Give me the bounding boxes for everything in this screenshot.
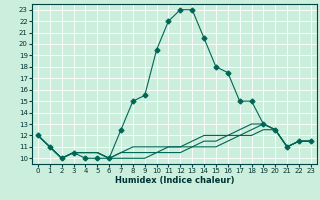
X-axis label: Humidex (Indice chaleur): Humidex (Indice chaleur) [115, 176, 234, 185]
